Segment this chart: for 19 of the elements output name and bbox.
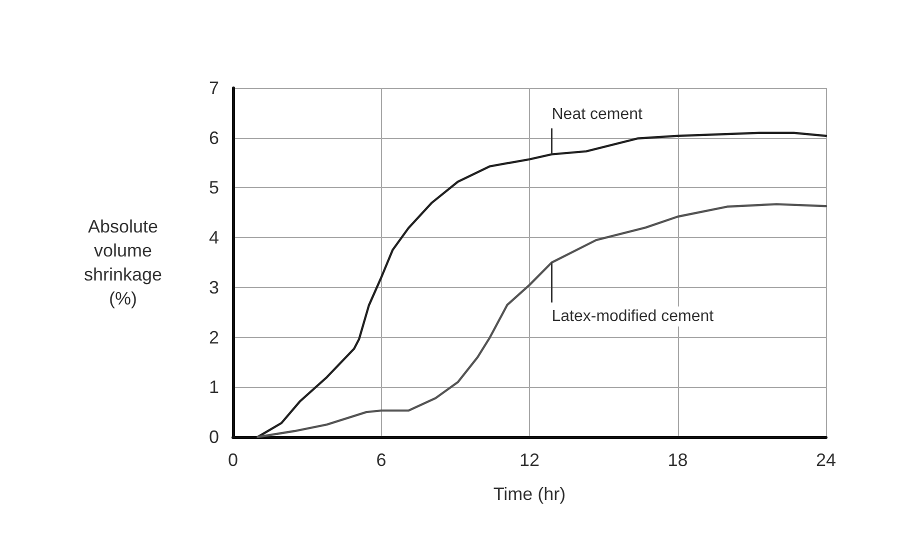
- x-tick-label: 0: [228, 450, 238, 470]
- y-tick-label: 7: [208, 78, 219, 98]
- line-series: [256, 132, 828, 438]
- line-series: [256, 203, 828, 438]
- x-tick-label: 18: [668, 450, 688, 470]
- x-tick-label: 24: [816, 450, 836, 470]
- series-label: Neat cement: [552, 106, 644, 123]
- y-tick-label: 6: [208, 128, 219, 148]
- y-tick-label: 3: [208, 277, 219, 298]
- y-axis-title: Absolute volume shrinkage (%): [84, 216, 162, 308]
- y-tick-label: 5: [208, 178, 219, 198]
- y-tick-label: 1: [208, 377, 219, 398]
- y-tick-label: 0: [208, 427, 219, 447]
- x-tick-label: 12: [519, 450, 540, 470]
- y-tick-label: 4: [208, 228, 219, 248]
- y-tick-label: 2: [208, 327, 219, 348]
- x-axis-title: Time (hr): [493, 484, 566, 504]
- text: Latex-modified cement: [552, 308, 714, 325]
- x-tick-label: 6: [376, 450, 386, 470]
